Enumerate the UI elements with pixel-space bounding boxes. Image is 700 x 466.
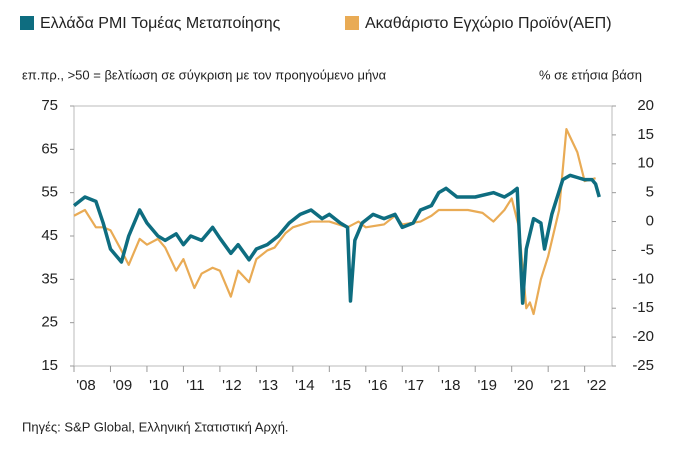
y-tick-label: 55 — [41, 184, 58, 201]
series-line — [73, 128, 596, 316]
y2-tick-label: -25 — [632, 357, 654, 374]
x-tick-label: '08 — [76, 377, 96, 394]
x-tick-label: '17 — [404, 377, 424, 394]
y2-tick-label: -15 — [632, 299, 654, 316]
y2-tick-label: -5 — [641, 241, 654, 258]
legend-label: Ελλάδα PMI Τομέας Μεταποίησης — [40, 15, 281, 32]
x-tick-label: '12 — [222, 377, 242, 394]
x-tick-label: '18 — [441, 377, 461, 394]
x-tick-label: '21 — [550, 377, 570, 394]
source: Πηγές: S&P Global, Ελληνική Στατιστική Α… — [22, 419, 289, 434]
y2-tick-label: 5 — [646, 184, 654, 201]
x-tick-label: '15 — [332, 377, 352, 394]
legend-swatch — [20, 16, 34, 30]
y-tick-label: 45 — [41, 227, 58, 244]
y-tick-label: 75 — [41, 97, 58, 114]
y-axis-label: επ.πρ., >50 = βελτίωση σε σύγκριση με το… — [22, 67, 387, 82]
x-tick-label: '09 — [113, 377, 133, 394]
x-tick-label: '22 — [587, 377, 607, 394]
legend-label: Ακαθάριστο Εγχώριο Προϊόν(ΑΕΠ) — [365, 15, 612, 32]
y2-tick-label: -10 — [632, 270, 654, 287]
y-tick-label: 65 — [41, 140, 58, 157]
y2-tick-label: 15 — [637, 126, 654, 143]
y-tick-label: 15 — [41, 357, 58, 374]
y-tick-label: 25 — [41, 314, 58, 331]
y-tick-label: 35 — [41, 270, 58, 287]
x-tick-label: '13 — [259, 377, 279, 394]
x-tick-label: '14 — [295, 377, 315, 394]
y2-tick-label: 10 — [637, 155, 654, 172]
x-tick-label: '16 — [368, 377, 388, 394]
y2-axis-label: % σε ετήσια βάση — [539, 67, 642, 82]
x-tick-label: '19 — [477, 377, 497, 394]
x-tick-label: '11 — [186, 377, 204, 394]
x-tick-label: '10 — [149, 377, 169, 394]
y2-tick-label: 20 — [637, 97, 654, 114]
series-line — [72, 173, 601, 305]
plot-frame — [73, 105, 613, 367]
x-tick-label: '20 — [514, 377, 534, 394]
y2-tick-label: -20 — [632, 328, 654, 345]
y2-tick-label: 0 — [646, 213, 654, 230]
legend-swatch — [345, 16, 359, 30]
